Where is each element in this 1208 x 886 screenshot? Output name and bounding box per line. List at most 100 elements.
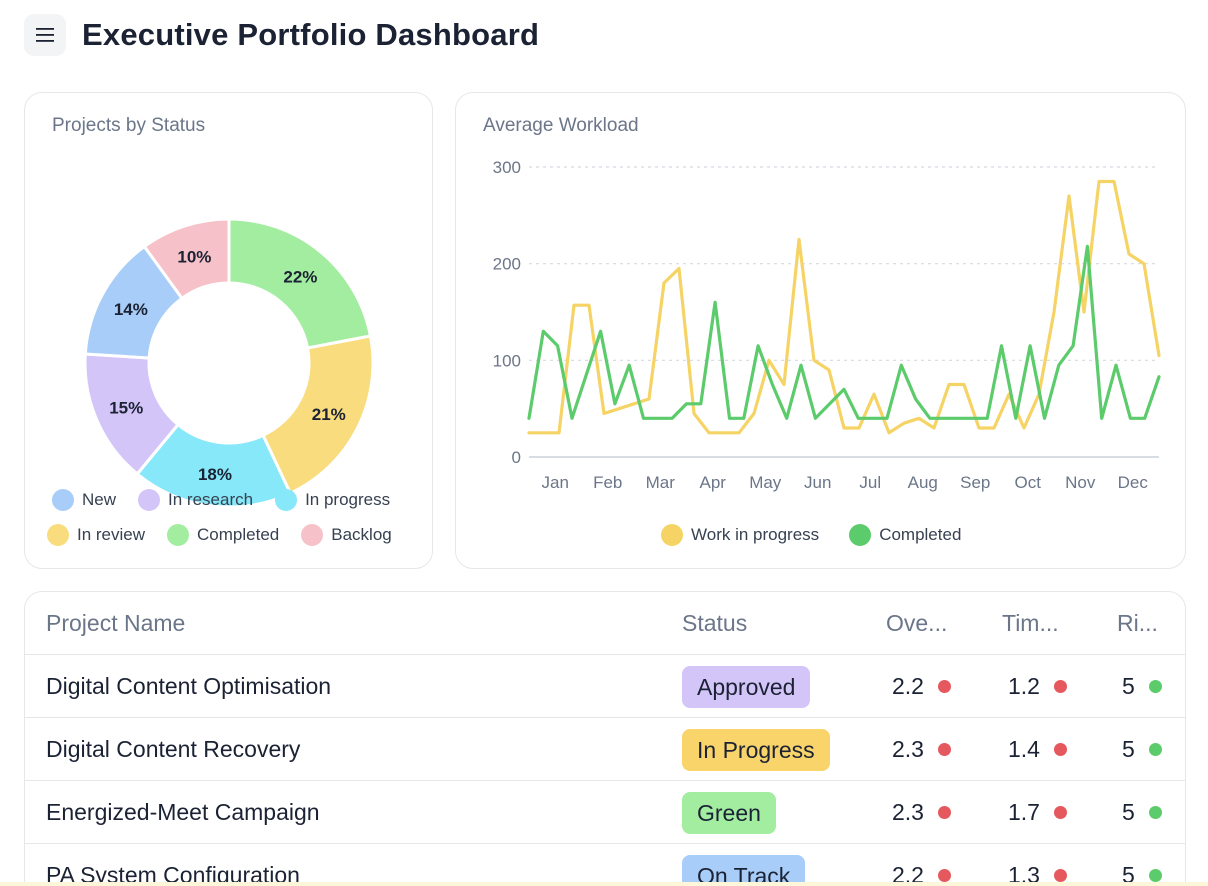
x-tick-label: May: [749, 473, 782, 492]
x-tick-label: Jun: [804, 473, 831, 492]
column-header-timeline[interactable]: Tim...: [1002, 610, 1059, 636]
status-indicator-dot: [1053, 869, 1067, 882]
pie-slice-completed[interactable]: [227, 217, 373, 350]
pie-slice-label: 22%: [283, 268, 317, 287]
metric-value: 1.4: [1008, 736, 1040, 762]
column-header-status[interactable]: Status: [682, 610, 748, 636]
y-tick-label: 300: [493, 158, 521, 177]
metric-value: 5: [1122, 736, 1135, 762]
status-indicator-dot: [937, 869, 951, 882]
metric-value: 2.3: [892, 736, 924, 762]
projects-table: Project Name Status Ove... Tim... Ri... …: [24, 591, 1186, 886]
legend-item-new[interactable]: New: [52, 489, 116, 511]
legend-dot: [52, 489, 74, 511]
risk-metric-cell: 5: [1122, 862, 1162, 886]
x-tick-label: Feb: [593, 473, 622, 492]
legend-label: In review: [77, 525, 146, 544]
status-indicator-dot: [1148, 806, 1162, 819]
pie-legend-row-2: In review Completed Backlog: [47, 524, 392, 546]
risk-metric-cell: 5: [1122, 799, 1162, 826]
legend-dot: [661, 524, 683, 546]
status-badge: Approved: [682, 666, 811, 708]
page-title: Executive Portfolio Dashboard: [82, 17, 540, 52]
column-header-overall[interactable]: Ove...: [886, 610, 948, 636]
legend-item-in-research[interactable]: In research: [138, 489, 253, 511]
metric-value: 5: [1122, 862, 1135, 886]
overall-metric-cell: 2.3: [892, 736, 951, 763]
status-indicator-dot: [1148, 869, 1162, 882]
average-workload-card: Average Workload 0 100 200 300 Jan Feb Mar Apr M…: [455, 92, 1186, 569]
column-header-risk[interactable]: Ri...: [1117, 610, 1158, 636]
page-header: Executive Portfolio Dashboard: [24, 14, 539, 56]
metric-value: 2.2: [892, 673, 924, 699]
overall-metric-cell: 2.3: [892, 799, 951, 826]
x-tick-label: Aug: [908, 473, 938, 492]
status-indicator-dot: [937, 743, 951, 756]
legend-dot: [301, 524, 324, 546]
legend-label: New: [82, 490, 117, 509]
y-tick-label: 0: [512, 448, 521, 467]
legend-label: Backlog: [331, 525, 392, 544]
pie-card-title: Projects by Status: [52, 115, 206, 136]
bottom-strip: [0, 882, 1208, 886]
column-header-project-name[interactable]: Project Name: [46, 610, 186, 636]
timeline-metric-cell: 1.7: [1008, 799, 1067, 826]
legend-item-completed[interactable]: Completed: [167, 524, 279, 546]
series-line-completed[interactable]: [527, 244, 1161, 420]
legend-item-in-progress[interactable]: In progress: [275, 489, 390, 511]
metric-value: 2.3: [892, 799, 924, 825]
metric-value: 5: [1122, 799, 1135, 825]
x-tick-label: Sep: [960, 473, 990, 492]
table-row[interactable]: Energized-Meet Campaign Green 2.3 1.7 5: [25, 781, 1185, 844]
status-indicator-dot: [937, 680, 951, 693]
status-indicator-dot: [1053, 680, 1067, 693]
metric-value: 5: [1122, 673, 1135, 699]
hamburger-icon: [36, 28, 54, 42]
pie-slice-in-review[interactable]: [261, 334, 375, 496]
overall-metric-cell: 2.2: [892, 673, 951, 700]
legend-label: Completed: [879, 525, 962, 544]
line-card-title: Average Workload: [483, 115, 639, 136]
y-tick-label: 200: [493, 255, 521, 274]
status-badge: Green: [682, 792, 776, 834]
legend-label: Work in progress: [691, 525, 820, 544]
timeline-metric-cell: 1.2: [1008, 673, 1067, 700]
x-tick-label: Mar: [646, 473, 676, 492]
legend-item-work-in-progress[interactable]: Work in progress: [661, 524, 819, 546]
series-line-work-in-progress[interactable]: [527, 179, 1161, 435]
legend-item-in-review[interactable]: In review: [47, 524, 145, 546]
pie-slice-backlog[interactable]: [142, 217, 231, 301]
project-name-cell: Digital Content Optimisation: [46, 673, 332, 699]
legend-dot: [167, 524, 190, 546]
x-tick-label: Nov: [1065, 473, 1096, 492]
line-chart: 0 100 200 300 Jan Feb Mar Apr May Jun Jul Aug Sep Oct…: [493, 158, 1161, 492]
legend-label: In research: [168, 490, 254, 509]
x-tick-label: Jan: [542, 473, 569, 492]
pie-slice-label: 15%: [109, 398, 143, 417]
pie-slice-label: 14%: [114, 300, 148, 319]
table-row[interactable]: PA System Configuration On Track 2.2 1.3 5: [25, 844, 1185, 886]
line-legend: Work in progress Completed: [661, 524, 961, 546]
legend-item-completed-series[interactable]: Completed: [849, 524, 961, 546]
status-badge: In Progress: [682, 729, 830, 771]
y-tick-label: 100: [493, 351, 521, 370]
legend-label: In progress: [305, 490, 391, 509]
status-indicator-dot: [1148, 680, 1162, 693]
x-tick-label: Apr: [700, 473, 727, 492]
risk-metric-cell: 5: [1122, 673, 1162, 700]
legend-label: Completed: [197, 525, 280, 544]
risk-metric-cell: 5: [1122, 736, 1162, 763]
project-name-cell: Digital Content Recovery: [46, 736, 301, 762]
menu-button[interactable]: [24, 14, 66, 56]
pie-legend-row-1: New In research In progress: [52, 489, 390, 511]
legend-dot: [138, 489, 161, 511]
x-tick-label: Dec: [1118, 473, 1149, 492]
donut-chart: 22% 21% 18% 15% 14% 10%: [83, 217, 375, 509]
metric-value: 1.7: [1008, 799, 1040, 825]
legend-dot: [849, 524, 872, 546]
table-row[interactable]: Digital Content Optimisation Approved 2.2 1…: [25, 655, 1185, 718]
status-badge: On Track: [682, 855, 806, 886]
table-row[interactable]: Digital Content Recovery In Progress 2.3 1.…: [25, 718, 1185, 781]
legend-item-backlog[interactable]: Backlog: [301, 524, 392, 546]
x-tick-label: Jul: [859, 473, 881, 492]
